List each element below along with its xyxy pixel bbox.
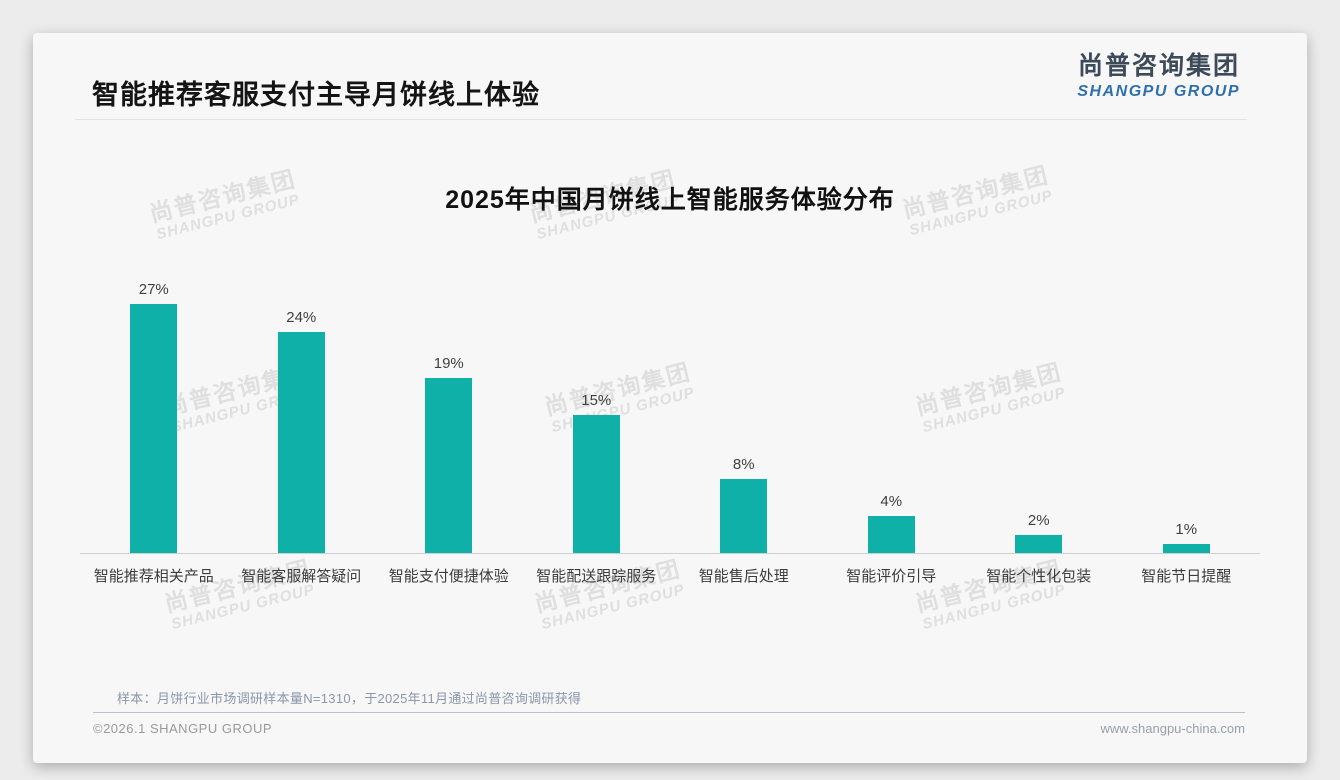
bar-value-label: 8% xyxy=(732,456,755,473)
bar xyxy=(1015,535,1063,553)
bar xyxy=(867,516,915,553)
bar-value-label: 19% xyxy=(433,355,464,372)
website-link[interactable]: www.shangpu-china.com xyxy=(1100,721,1245,736)
bar xyxy=(572,415,620,553)
bar-value-label: 1% xyxy=(1175,521,1198,538)
bar-column: 24% xyxy=(228,268,376,553)
copyright-text: ©2026.1 SHANGPU GROUP xyxy=(93,721,273,736)
bar-column: 15% xyxy=(523,268,671,553)
sample-note: 样本：月饼行业市场调研样本量N=1310，于2025年11月通过尚普咨询调研获得 xyxy=(117,691,582,706)
category-label: 智能售后处理 xyxy=(698,568,789,585)
x-axis-labels: 智能推荐相关产品 智能客服解答疑问 智能支付便捷体验 智能配送跟踪服务 智能售后处理 智能… xyxy=(80,565,1260,586)
bar xyxy=(425,378,473,553)
category-label: 智能评价引导 xyxy=(846,568,937,585)
category-label: 智能支付便捷体验 xyxy=(388,568,509,585)
header-divider xyxy=(75,119,1247,120)
bar-column: 8% xyxy=(670,268,818,553)
footer: ©2026.1 SHANGPU GROUP www.shangpu-china.… xyxy=(93,721,1245,736)
category-label: 智能配送跟踪服务 xyxy=(536,568,657,585)
bar-value-label: 15% xyxy=(581,392,612,409)
category-label: 智能个性化包装 xyxy=(986,568,1092,585)
logo-en-text: SHANGPU GROUP xyxy=(1077,82,1240,100)
bar xyxy=(130,304,178,553)
bar-column: 4% xyxy=(818,268,966,553)
bar-column: 2% xyxy=(965,268,1113,553)
bar-column: 19% xyxy=(375,268,523,553)
bar-column: 1% xyxy=(1113,268,1261,553)
company-logo: 尚普咨询集团 SHANGPU GROUP xyxy=(1077,52,1240,100)
slide-card: 尚普咨询集团 SHANGPU GROUP 尚普咨询集团 SHANGPU GROUP 尚普… xyxy=(33,33,1307,763)
plot-area: 27% 24% 19% 15% 8% 4% 2% 1% xyxy=(80,268,1260,553)
category-label: 智能节日提醒 xyxy=(1141,568,1232,585)
footer-divider xyxy=(93,712,1245,713)
bar xyxy=(1162,544,1210,553)
bar xyxy=(277,332,325,553)
chart-title: 2025年中国月饼线上智能服务体验分布 xyxy=(445,186,895,214)
bar-value-label: 2% xyxy=(1027,512,1050,529)
category-label: 智能客服解答疑问 xyxy=(241,568,362,585)
bar-value-label: 4% xyxy=(880,493,903,510)
watermark: 尚普咨询集团 SHANGPU GROUP xyxy=(531,555,687,634)
watermark: 尚普咨询集团 SHANGPU GROUP xyxy=(161,555,317,634)
bar xyxy=(720,479,768,553)
bar-column: 27% xyxy=(80,268,228,553)
category-label: 智能推荐相关产品 xyxy=(93,568,214,585)
page-title: 智能推荐客服支付主导月饼线上体验 xyxy=(92,80,540,110)
bar-value-label: 24% xyxy=(286,309,317,326)
logo-cn-text: 尚普咨询集团 xyxy=(1077,52,1240,80)
x-axis-line xyxy=(80,553,1260,554)
bar-value-label: 27% xyxy=(138,281,169,298)
watermark: 尚普咨询集团 SHANGPU GROUP xyxy=(912,555,1068,634)
